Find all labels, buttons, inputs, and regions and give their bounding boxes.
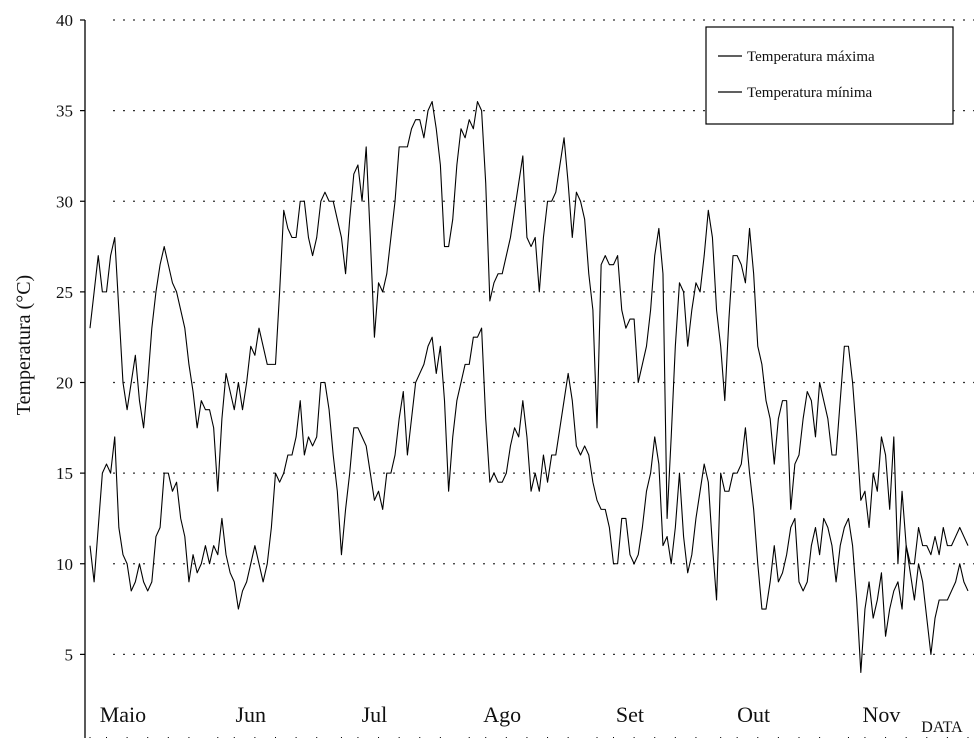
y-tick-label: 35 xyxy=(56,102,73,121)
legend-label-max: Temperatura máxima xyxy=(747,49,875,65)
y-tick-label: 10 xyxy=(56,555,73,574)
y-tick-label: 0 xyxy=(65,736,74,738)
y-tick-label: 40 xyxy=(56,11,73,30)
x-month-label: Nov xyxy=(862,702,900,727)
x-month-label: Jun xyxy=(235,702,266,727)
x-ticks: 1510152025Maio1510152025Jun1510152025Jul… xyxy=(89,702,969,738)
series-line-min xyxy=(89,327,969,674)
y-tick-label: 20 xyxy=(56,374,73,393)
legend-label-min: Temperatura mínima xyxy=(747,85,872,101)
grid-lines xyxy=(113,19,974,655)
x-month-label: Ago xyxy=(483,702,521,727)
y-tick-label: 15 xyxy=(56,464,73,483)
x-axis-title: DATA xyxy=(921,719,963,736)
y-tick-label: 25 xyxy=(56,283,73,302)
x-month-label: Set xyxy=(616,702,644,727)
y-tick-label: 30 xyxy=(56,192,73,211)
series-line-max xyxy=(89,101,969,565)
y-axis-title: Temperatura (°C) xyxy=(13,275,35,415)
y-tick-label: 5 xyxy=(65,645,74,664)
y-ticks: 0 5 10 15 20 25 30 35 40 xyxy=(56,11,85,738)
x-month-label: Out xyxy=(737,702,770,727)
series xyxy=(89,101,969,674)
axes xyxy=(84,20,86,738)
legend: Temperatura máxima Temperatura mínima xyxy=(705,26,954,125)
x-month-label: Maio xyxy=(100,702,146,727)
legend-box xyxy=(705,26,954,125)
x-month-label: Jul xyxy=(362,702,388,727)
